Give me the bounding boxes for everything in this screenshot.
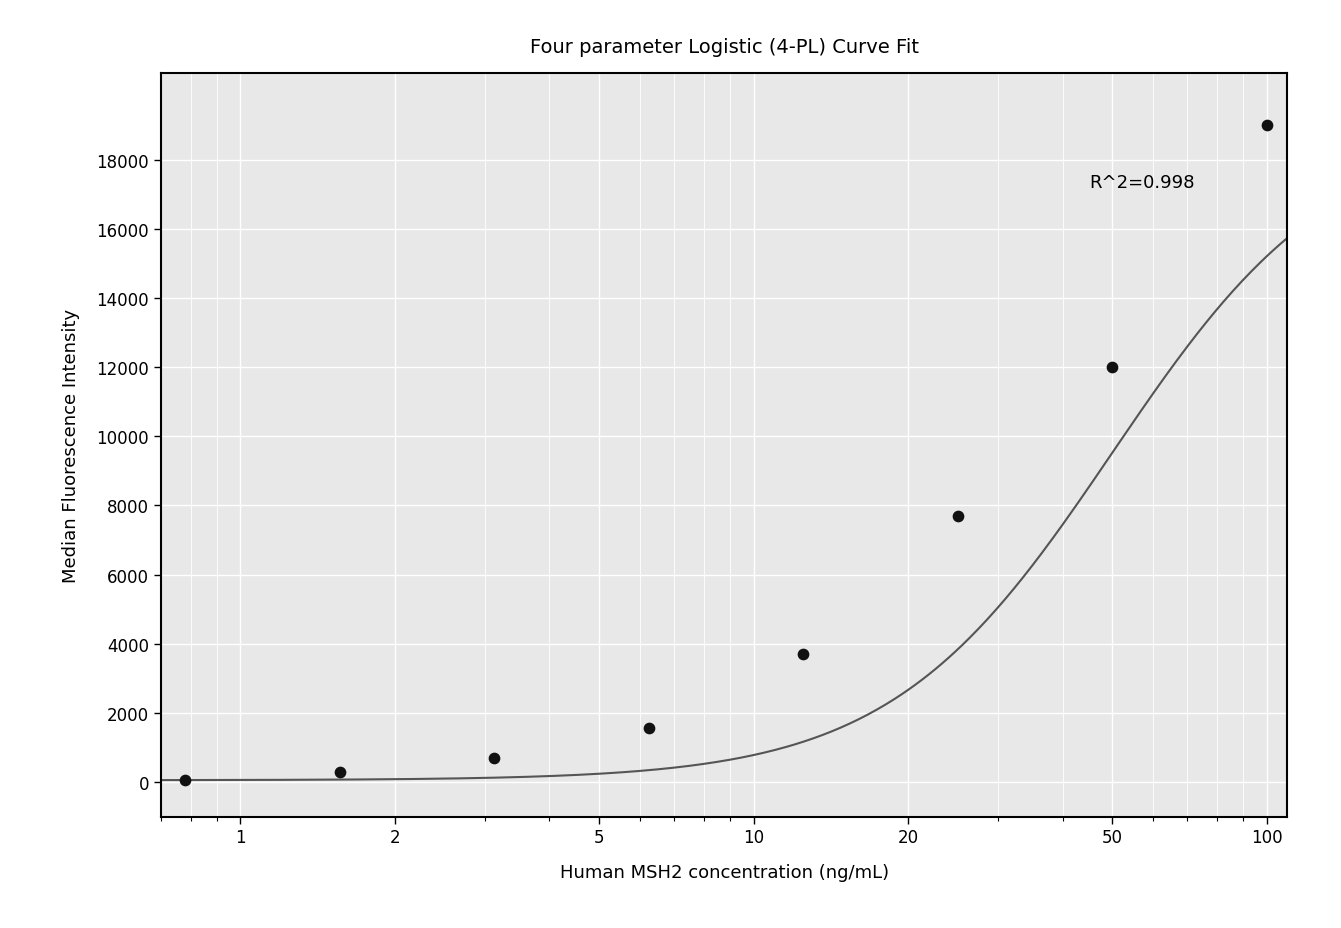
Point [1257, 119, 1278, 134]
Point [484, 751, 506, 766]
Y-axis label: Median Fluorescence Intensity: Median Fluorescence Intensity [62, 308, 79, 583]
Point [947, 509, 968, 523]
Title: Four parameter Logistic (4-PL) Curve Fit: Four parameter Logistic (4-PL) Curve Fit [530, 38, 919, 58]
X-axis label: Human MSH2 concentration (ng/mL): Human MSH2 concentration (ng/mL) [559, 863, 889, 881]
Text: R^2=0.998: R^2=0.998 [1089, 174, 1195, 192]
Point [330, 765, 351, 780]
Point [793, 647, 814, 662]
Point [174, 773, 196, 788]
Point [1101, 360, 1122, 375]
Point [638, 721, 660, 736]
